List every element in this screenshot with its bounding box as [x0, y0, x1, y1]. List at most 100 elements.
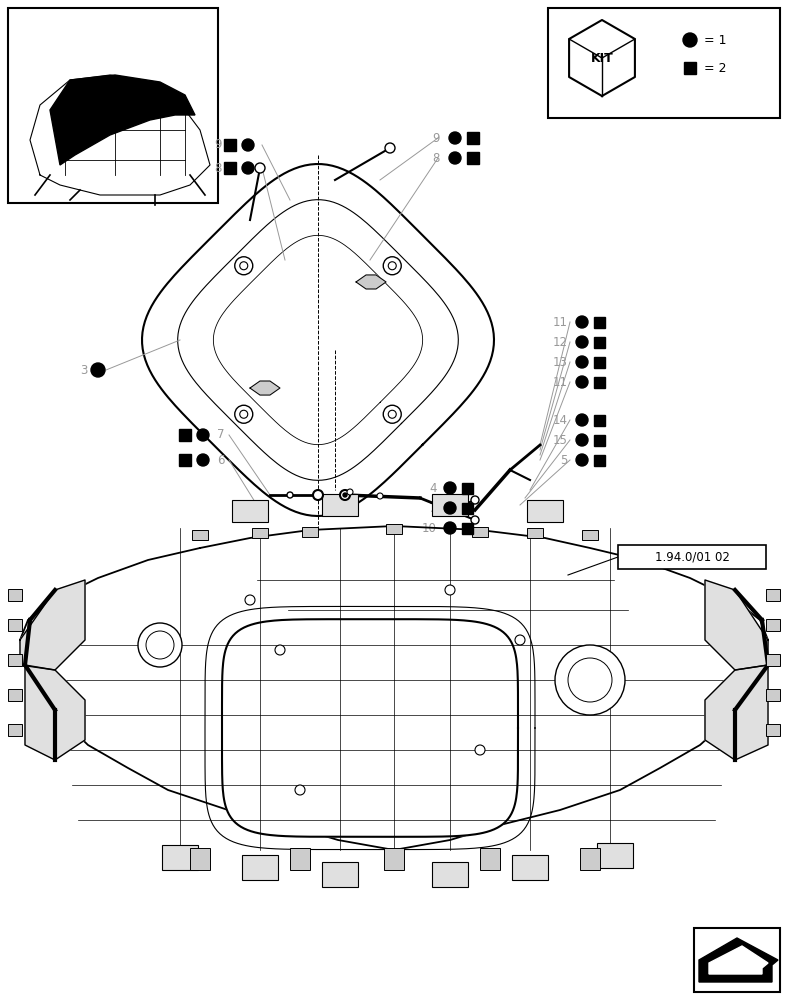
- Circle shape: [385, 143, 395, 153]
- Bar: [384, 848, 404, 870]
- Bar: [386, 524, 402, 534]
- Bar: [463, 502, 474, 514]
- Circle shape: [287, 492, 293, 498]
- Bar: [594, 357, 605, 367]
- Bar: [322, 494, 358, 516]
- Bar: [594, 316, 605, 328]
- Text: 6: 6: [217, 454, 225, 466]
- Polygon shape: [20, 526, 768, 850]
- Circle shape: [576, 316, 588, 328]
- Circle shape: [347, 489, 353, 495]
- Polygon shape: [30, 75, 210, 195]
- Bar: [463, 483, 474, 493]
- Circle shape: [568, 658, 612, 702]
- Bar: [179, 429, 191, 441]
- Bar: [472, 527, 488, 537]
- Bar: [467, 152, 479, 164]
- Circle shape: [340, 490, 350, 500]
- Text: 13: 13: [553, 356, 568, 368]
- Polygon shape: [50, 75, 195, 165]
- Circle shape: [242, 139, 254, 151]
- Bar: [594, 434, 605, 446]
- Text: 9: 9: [433, 131, 440, 144]
- Text: 9: 9: [214, 138, 222, 151]
- Circle shape: [240, 410, 247, 418]
- Bar: [594, 376, 605, 387]
- Bar: [224, 162, 236, 174]
- Bar: [190, 848, 210, 870]
- Bar: [179, 454, 191, 466]
- Polygon shape: [705, 665, 768, 760]
- Bar: [594, 414, 605, 426]
- Bar: [162, 845, 198, 870]
- Circle shape: [343, 493, 347, 497]
- Bar: [8, 589, 22, 601]
- Circle shape: [377, 493, 383, 499]
- Polygon shape: [250, 381, 280, 395]
- Bar: [766, 689, 780, 701]
- Bar: [463, 522, 474, 534]
- Polygon shape: [356, 275, 386, 289]
- Text: KIT: KIT: [591, 51, 613, 64]
- Bar: [232, 500, 268, 522]
- Text: 7: 7: [429, 502, 437, 514]
- Bar: [322, 862, 358, 887]
- Circle shape: [449, 132, 461, 144]
- Bar: [224, 139, 236, 151]
- Text: 5: 5: [560, 454, 568, 466]
- Circle shape: [445, 585, 455, 595]
- Circle shape: [449, 152, 461, 164]
- Circle shape: [240, 262, 247, 270]
- Circle shape: [388, 262, 396, 270]
- Text: = 1: = 1: [704, 33, 727, 46]
- Bar: [766, 589, 780, 601]
- Bar: [548, 8, 780, 118]
- Circle shape: [471, 496, 479, 504]
- Circle shape: [235, 405, 253, 423]
- Circle shape: [275, 645, 285, 655]
- Circle shape: [576, 376, 588, 388]
- Circle shape: [471, 516, 479, 524]
- Circle shape: [683, 33, 697, 47]
- Circle shape: [197, 429, 209, 441]
- Circle shape: [444, 482, 456, 494]
- Bar: [432, 494, 468, 516]
- Text: 4: 4: [429, 482, 437, 494]
- Text: = 2: = 2: [704, 62, 727, 75]
- Polygon shape: [142, 164, 494, 516]
- Polygon shape: [25, 665, 85, 760]
- Bar: [694, 928, 780, 992]
- Text: 3: 3: [80, 363, 88, 376]
- Polygon shape: [709, 946, 768, 974]
- Bar: [8, 689, 22, 701]
- Text: 8: 8: [214, 161, 222, 174]
- Text: 15: 15: [553, 434, 568, 446]
- Circle shape: [555, 645, 625, 715]
- Circle shape: [146, 631, 174, 659]
- Bar: [192, 530, 208, 540]
- Circle shape: [197, 454, 209, 466]
- Circle shape: [576, 336, 588, 348]
- Text: 11: 11: [553, 316, 568, 328]
- Polygon shape: [699, 938, 778, 982]
- Circle shape: [383, 257, 401, 275]
- Text: 12: 12: [553, 336, 568, 349]
- Polygon shape: [705, 580, 768, 670]
- Bar: [597, 843, 633, 868]
- Circle shape: [255, 163, 265, 173]
- Bar: [242, 855, 278, 880]
- Bar: [252, 528, 268, 538]
- Bar: [302, 527, 318, 537]
- Circle shape: [444, 522, 456, 534]
- Text: 10: 10: [422, 522, 437, 534]
- Text: 14: 14: [553, 414, 568, 426]
- Circle shape: [242, 162, 254, 174]
- Bar: [766, 619, 780, 631]
- Polygon shape: [20, 580, 85, 670]
- Bar: [618, 545, 766, 569]
- Text: 8: 8: [433, 151, 440, 164]
- Bar: [527, 528, 543, 538]
- Bar: [480, 848, 500, 870]
- Circle shape: [576, 414, 588, 426]
- Bar: [766, 654, 780, 666]
